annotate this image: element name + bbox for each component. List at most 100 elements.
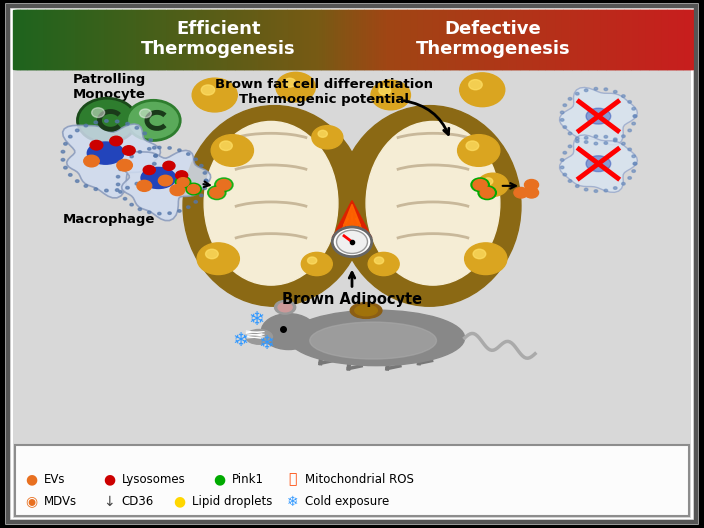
Ellipse shape	[261, 314, 316, 350]
Circle shape	[477, 173, 508, 196]
Circle shape	[163, 161, 175, 171]
Bar	[603, 10, 609, 69]
Circle shape	[203, 172, 206, 174]
Bar	[302, 10, 308, 69]
Bar	[350, 10, 356, 69]
Bar	[40, 10, 46, 69]
Bar	[361, 10, 367, 69]
Ellipse shape	[355, 305, 377, 316]
Circle shape	[584, 89, 588, 92]
Bar	[565, 10, 570, 69]
Circle shape	[568, 145, 572, 148]
Bar	[632, 10, 639, 69]
Bar	[103, 10, 109, 69]
Circle shape	[568, 180, 572, 182]
Circle shape	[116, 175, 120, 178]
Bar	[207, 10, 213, 69]
Bar	[291, 10, 296, 69]
Circle shape	[337, 230, 367, 253]
Bar	[257, 10, 263, 69]
Bar	[26, 10, 32, 69]
Text: Cold exposure: Cold exposure	[305, 495, 389, 508]
Bar	[164, 10, 170, 69]
Circle shape	[604, 88, 608, 91]
Circle shape	[473, 180, 487, 190]
Circle shape	[332, 227, 372, 257]
Bar	[384, 10, 389, 69]
Circle shape	[68, 174, 72, 176]
Circle shape	[138, 150, 142, 153]
Bar	[529, 10, 534, 69]
Bar	[449, 10, 455, 69]
Bar	[246, 10, 251, 69]
Bar	[540, 10, 546, 69]
Circle shape	[130, 203, 133, 206]
Text: ↓: ↓	[103, 495, 115, 508]
Bar	[214, 10, 220, 69]
Bar	[191, 10, 197, 69]
Circle shape	[186, 183, 201, 195]
Circle shape	[466, 141, 479, 150]
Circle shape	[158, 212, 161, 215]
Bar	[483, 10, 489, 69]
Bar	[578, 10, 584, 69]
Bar	[481, 10, 486, 69]
Bar	[218, 10, 225, 69]
Bar	[69, 10, 75, 69]
Bar	[119, 10, 125, 69]
Bar	[646, 10, 652, 69]
Bar	[275, 10, 281, 69]
Bar	[65, 10, 70, 69]
Bar	[537, 10, 543, 69]
Bar	[386, 10, 391, 69]
Polygon shape	[560, 135, 637, 192]
Bar	[363, 10, 369, 69]
Bar	[535, 10, 541, 69]
Text: Macrophage: Macrophage	[63, 213, 156, 225]
Polygon shape	[63, 124, 161, 198]
Circle shape	[175, 176, 191, 188]
Circle shape	[622, 135, 625, 138]
Bar	[121, 10, 127, 69]
Bar	[287, 10, 292, 69]
Text: ❄: ❄	[287, 495, 298, 508]
Circle shape	[628, 100, 631, 103]
Bar	[589, 10, 596, 69]
Bar	[101, 10, 107, 69]
Bar	[239, 10, 245, 69]
Ellipse shape	[338, 106, 521, 306]
Bar	[31, 10, 37, 69]
Text: MDVs: MDVs	[44, 495, 77, 508]
Circle shape	[177, 149, 181, 152]
Bar	[454, 10, 460, 69]
Bar	[612, 10, 618, 69]
Bar	[676, 10, 681, 69]
Bar	[434, 10, 439, 69]
Bar	[137, 10, 143, 69]
Bar	[162, 10, 168, 69]
Circle shape	[63, 166, 67, 169]
Bar	[689, 10, 695, 69]
Bar	[277, 10, 283, 69]
Bar	[37, 10, 44, 69]
Circle shape	[524, 187, 539, 198]
Bar	[42, 10, 48, 69]
Bar	[546, 10, 553, 69]
Bar	[367, 10, 374, 69]
Circle shape	[153, 146, 156, 149]
Bar	[307, 10, 313, 69]
Bar	[644, 10, 650, 69]
Circle shape	[68, 135, 72, 138]
Circle shape	[576, 140, 579, 143]
Bar	[490, 10, 496, 69]
Ellipse shape	[586, 156, 611, 172]
Bar	[497, 10, 503, 69]
Bar	[658, 10, 663, 69]
Bar	[198, 10, 204, 69]
Bar	[74, 10, 80, 69]
Bar	[520, 10, 525, 69]
Ellipse shape	[246, 329, 272, 344]
Bar	[225, 10, 231, 69]
Bar	[334, 10, 340, 69]
Bar	[458, 10, 464, 69]
